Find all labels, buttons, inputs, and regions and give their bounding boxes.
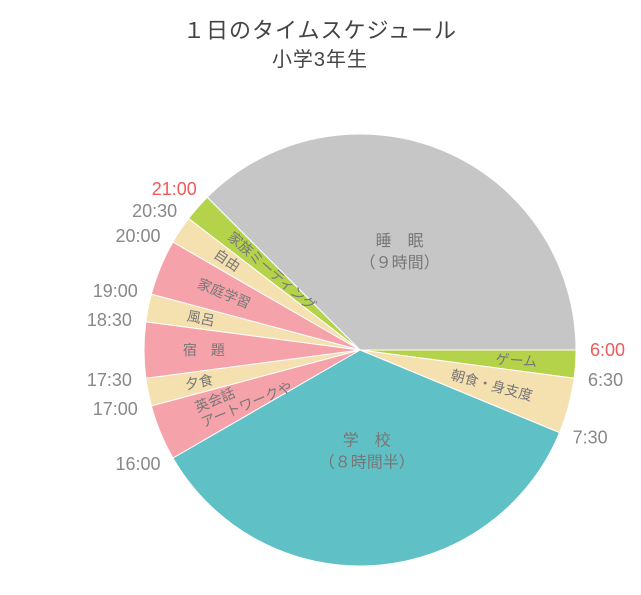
- time-tick-label: 6:00: [590, 340, 625, 360]
- time-tick-label: 17:30: [87, 370, 132, 390]
- time-tick-label: 21:00: [152, 179, 197, 199]
- pie-svg: １日のタイムスケジュール 小学3年生 睡 眠（９時間）ゲーム朝食・身支度学 校（…: [0, 0, 641, 595]
- chart-title-line2: 小学3年生: [272, 48, 368, 71]
- slice-label: 睡 眠: [376, 232, 424, 250]
- time-tick-label: 7:30: [573, 427, 608, 447]
- time-tick-label: 18:30: [87, 310, 132, 330]
- time-tick-label: 16:00: [115, 454, 160, 474]
- time-tick-label: 20:00: [115, 226, 160, 246]
- time-tick-label: 19:00: [93, 281, 138, 301]
- time-tick-label: 6:30: [588, 370, 623, 390]
- time-tick-label: 17:00: [93, 399, 138, 419]
- chart-title-line1: １日のタイムスケジュール: [183, 18, 457, 43]
- slice-label: 宿 題: [183, 342, 225, 358]
- time-tick-label: 20:30: [132, 201, 177, 221]
- slice-label: （８時間半）: [319, 453, 415, 471]
- slice-label: 学 校: [343, 431, 391, 449]
- slice-label: ゲーム: [495, 351, 538, 370]
- slice-label: （９時間）: [360, 254, 440, 272]
- daily-schedule-pie-chart: １日のタイムスケジュール 小学3年生 睡 眠（９時間）ゲーム朝食・身支度学 校（…: [0, 0, 641, 595]
